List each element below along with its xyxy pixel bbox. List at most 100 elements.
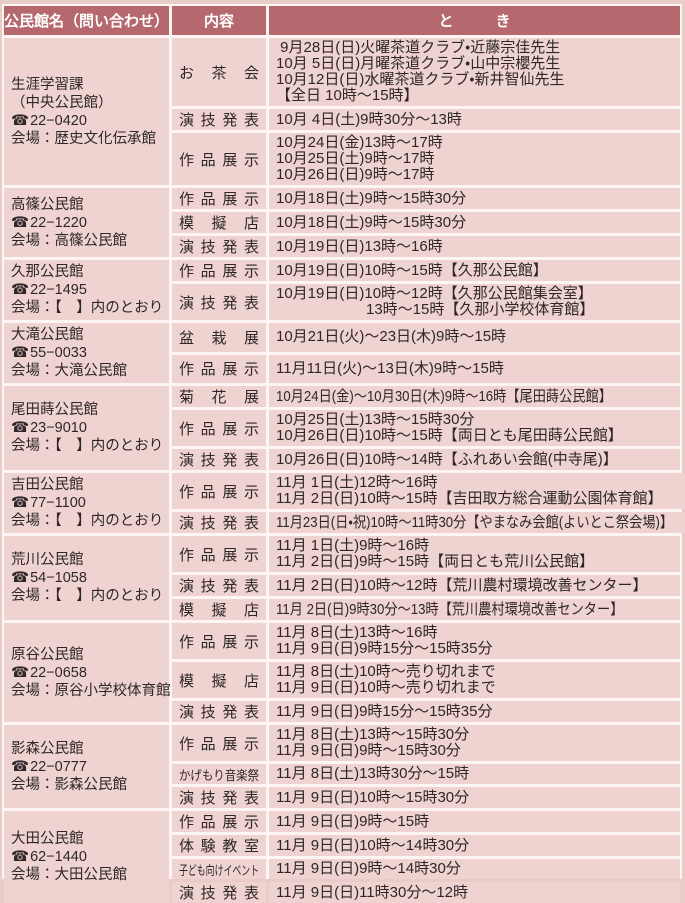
phone-number: 22−0658 [30, 664, 87, 681]
center-info: 高篠公民館 ☎22−1220 会場：高篠公民館 [4, 188, 169, 257]
event-type-label: 菊花展 [179, 389, 259, 406]
schedule-when-cell: 11月 2日(日)10時〜12時【荒川農村環境改善センター】 [269, 575, 680, 596]
event-type-label: 演技発表 [179, 112, 259, 129]
event-type-cell: 模擬店 [172, 599, 266, 620]
event-type-cell: 作品展示 [172, 811, 266, 832]
event-type-cell: 盆栽展 [172, 323, 266, 352]
center-block: 大滝公民館 ☎55−0033 会場：大滝公民館 盆栽展 10月21日(火)〜23日(木)… [4, 323, 680, 383]
schedule-row: 演技発表 11月23日(日・祝)10時〜11時30分【やまなみ会館(よいとこ祭会場… [172, 512, 685, 533]
phone-line: ☎62−1440 [11, 848, 167, 866]
event-type-label: 作品展示 [179, 151, 259, 169]
schedule-when-line: 13時〜15時【久那小学校体育館】 [276, 301, 595, 318]
schedule-when-cell: 10月18日(土)9時〜15時30分 [269, 188, 680, 209]
center-block: 影森公民館 ☎22−0777 会場：影森公民館 作品展示 11月 8日(土)13時〜15… [4, 725, 680, 808]
schedule-when-line: 11月 1日(土)12時〜16時 [276, 474, 438, 491]
schedule-row: 模擬店 11月 2日(日)9時30分〜13時【荒川農村環境改善センター】 [172, 599, 680, 620]
venue: 会場：影森公民館 [11, 776, 127, 793]
event-type-cell: 子ども向けイベント [172, 859, 266, 879]
schedule-row: 模擬店 10月18日(土)9時〜15時30分 [172, 212, 680, 233]
event-type-cell: 作品展示 [172, 410, 266, 446]
schedule-when-line: 9月28日(日)火曜茶道クラブ・近藤宗佳先生 [276, 39, 561, 56]
event-type-label: 体験教室 [179, 838, 259, 855]
schedule-when-line: 11月 9日(日)9時〜15時 [276, 812, 430, 830]
event-type-cell: かげもり音楽祭 [172, 764, 266, 784]
center-name: 原谷公民館 [11, 646, 84, 663]
schedule-row: 演技発表 11月 2日(日)10時〜12時【荒川農村環境改善センター】 [172, 575, 680, 596]
schedule-when-cell: 10月19日(日)13時〜16時 [269, 236, 680, 257]
schedule-rows: 作品展示 11月 8日(土)13時〜15時30分 11月 9日(日)9時〜15時30… [172, 725, 680, 808]
event-type-cell: 演技発表 [172, 109, 266, 130]
event-type-label: 作品展示 [179, 263, 259, 280]
event-type-cell: 演技発表 [172, 787, 266, 808]
event-type-cell: 体験教室 [172, 835, 266, 856]
schedule-when-line: 10月25日(土)9時〜17時 [276, 150, 435, 167]
schedule-when-line: 10月19日(日)10時〜12時【久那公民館集会室】 [276, 285, 593, 302]
event-type-cell: 菊花展 [172, 386, 266, 407]
schedule-when-line: 10月26日(日)10時〜14時【ふれあい会館(中寺尾)】 [276, 450, 618, 468]
schedule-rows: お茶会 9月28日(日)火曜茶道クラブ・近藤宗佳先生 10月 5日(日)月曜茶道ク… [172, 38, 680, 185]
schedule-when-line: 11月 9日(日)11時30分〜12時 [276, 883, 469, 901]
venue: 会場：原谷小学校体育館 [11, 682, 171, 699]
schedule-when-cell: 11月 8日(土)10時〜売り切れまで 11月 9日(日)10時〜売り切れまで [269, 662, 680, 698]
event-type-cell: 作品展示 [172, 725, 266, 761]
center-info: 大滝公民館 ☎55−0033 会場：大滝公民館 [4, 323, 169, 383]
schedule-when-line: 11月 1日(土)9時〜16時 [276, 537, 430, 554]
schedule-row: 演技発表 11月 9日(日)9時15分〜15時35分 [172, 701, 680, 722]
venue: 会場：歴史文化伝承館 [11, 130, 156, 147]
event-type-cell: 模擬店 [172, 662, 266, 698]
schedule-when-cell: 11月 9日(日)10時〜15時30分 [269, 787, 680, 808]
venue: 会場：大田公民館 [11, 867, 127, 883]
schedule-row: 子ども向けイベント 11月 9日(日)9時〜14時30分 [172, 859, 680, 879]
phone-number: 22−0420 [30, 112, 87, 129]
phone-icon: ☎ [11, 495, 30, 511]
schedule-when-cell: 11月 8日(土)13時〜15時30分 11月 9日(日)9時〜15時30分 [269, 725, 680, 761]
event-type-label: 作品展示 [179, 361, 259, 379]
schedule-when-line: 11月11日(火)〜13日(木)9時〜15時 [276, 359, 504, 377]
header-content: 内容 [172, 6, 266, 35]
schedule-when-cell: 10月19日(日)10時〜15時【久那公民館】 [269, 260, 680, 281]
event-type-label: 模擬店 [179, 602, 259, 619]
schedule-row: 作品展示 11月 8日(土)13時〜16時 11月 9日(日)9時15分〜15時35… [172, 623, 680, 659]
schedule-when-cell: 11月 1日(土)12時〜16時 11月 2日(日)10時〜15時【吉田取方総合運… [269, 473, 685, 509]
phone-line: ☎55−0033 [11, 344, 167, 362]
event-type-label: 盆栽展 [179, 329, 259, 347]
phone-number: 22−0777 [30, 758, 87, 775]
schedule-when-cell: 11月 9日(日)10時〜14時30分 [269, 835, 680, 856]
schedule-when-line: 11月 2日(日)9時〜15時【両日とも荒川公民館】 [276, 553, 595, 570]
schedule-rows: 菊花展 10月24日(金)〜10月30日(木)9時〜16時【尾田蒔公民館】 作品展示… [172, 386, 680, 470]
schedule-row: 作品展示 11月11日(火)〜13日(木)9時〜15時 [172, 354, 680, 383]
schedule-rows: 作品展示 11月 1日(土)12時〜16時 11月 2日(日)10時〜15時【吉田取… [172, 473, 685, 533]
event-type-label: かげもり音楽祭 [179, 767, 260, 783]
event-type-cell: 演技発表 [172, 701, 266, 722]
schedule-when-line: 11月 9日(日)9時15分〜15時35分 [276, 640, 493, 657]
center-block: 荒川公民館 ☎54−1058 会場：【 】内のとおり 作品展示 11月 1日(土)9時〜… [4, 536, 680, 620]
event-type-label: 模擬店 [179, 672, 259, 690]
schedule-when-line: 10月24日(金)〜10月30日(木)9時〜16時【尾田蒔公民館】 [276, 387, 612, 405]
schedule-rows: 作品展示 10月19日(日)10時〜15時【久那公民館】 演技発表 10月19日(日)… [172, 260, 680, 320]
schedule-when-cell: 11月 1日(土)9時〜16時 11月 2日(日)9時〜15時【両日とも荒川公民館… [269, 536, 680, 572]
header-center-name: 公民館名（問い合わせ） [4, 6, 169, 35]
schedule-when-line: 11月 9日(日)9時〜15時30分 [276, 742, 461, 759]
event-type-label: 演技発表 [179, 704, 259, 721]
phone-icon: ☎ [11, 664, 30, 681]
schedule-when-line: 11月 9日(日)10時〜14時30分 [276, 836, 470, 854]
phone-line: ☎22−1220 [11, 214, 167, 232]
schedule-rows: 作品展示 11月 9日(日)9時〜15時 体験教室 11月 9日(日)10時〜14時3… [172, 811, 680, 903]
schedule-when-cell: 11月 8日(土)13時30分〜15時 [269, 764, 680, 784]
schedule-when-cell: 10月24日(金)13時〜17時 10月25日(土)9時〜17時 10月26日(日)… [269, 133, 680, 185]
schedule-row: かげもり音楽祭 11月 8日(土)13時30分〜15時 [172, 764, 680, 784]
event-type-cell: 作品展示 [172, 623, 266, 659]
schedule-when-line: 10月18日(土)9時〜15時30分 [276, 189, 467, 207]
schedule-when-cell: 10月24日(金)〜10月30日(木)9時〜16時【尾田蒔公民館】 [269, 386, 680, 407]
schedule-when-line: 11月23日(日・祝)10時〜11時30分【やまなみ会館(よいとこ祭会場)】 [276, 513, 674, 531]
schedule-when-cell: 11月 9日(日)9時15分〜15時35分 [269, 701, 680, 722]
schedule-when-line: 11月 2日(日)10時〜15時【吉田取方総合運動公園体育館】 [276, 490, 663, 507]
schedule-row: 体験教室 11月 9日(日)10時〜14時30分 [172, 835, 680, 856]
schedule-when-line: 10月 4日(土)9時30分〜13時 [276, 110, 462, 128]
schedule-row: 作品展示 11月 9日(日)9時〜15時 [172, 811, 680, 832]
schedule-when-cell: 11月23日(日・祝)10時〜11時30分【やまなみ会館(よいとこ祭会場)】 [269, 512, 685, 533]
event-type-label: 作品展示 [179, 633, 259, 651]
center-block: 久那公民館 ☎22−1495 会場：【 】内のとおり 作品展示 10月19日(日)10時… [4, 260, 680, 320]
schedule-row: 作品展示 10月18日(土)9時〜15時30分 [172, 188, 680, 209]
event-type-cell: 演技発表 [172, 575, 266, 596]
